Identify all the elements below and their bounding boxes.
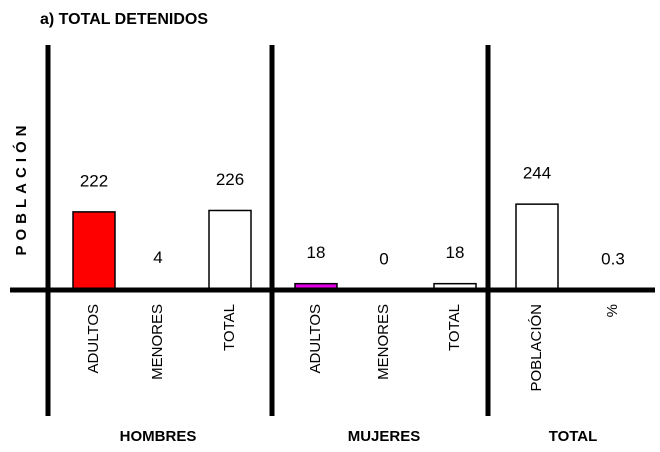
group-label: MUJERES — [348, 428, 421, 445]
bar — [515, 203, 559, 291]
category-label: TOTAL — [221, 304, 238, 351]
value-label: 226 — [216, 170, 244, 189]
value-label: 18 — [307, 243, 326, 262]
value-label: 18 — [446, 243, 465, 262]
category-label: ADULTOS — [307, 304, 324, 373]
chart-title: a) TOTAL DETENIDOS — [40, 11, 208, 28]
value-label: 222 — [80, 171, 108, 190]
value-label: 0.3 — [601, 249, 625, 268]
category-label: MENORES — [375, 304, 392, 380]
y-axis-label: POBLACIÓN — [12, 121, 30, 256]
value-label: 4 — [153, 248, 162, 267]
bar — [72, 211, 116, 291]
group-label: TOTAL — [549, 428, 598, 445]
category-label: % — [604, 304, 621, 317]
value-label: 244 — [523, 164, 551, 183]
group-label: HOMBRES — [120, 428, 197, 445]
bar — [208, 209, 252, 291]
category-label: MENORES — [149, 304, 166, 380]
category-label: POBLACIÓN — [528, 304, 545, 392]
value-label: 0 — [379, 249, 388, 268]
category-label: TOTAL — [446, 304, 463, 351]
category-label: ADULTOS — [85, 304, 102, 373]
